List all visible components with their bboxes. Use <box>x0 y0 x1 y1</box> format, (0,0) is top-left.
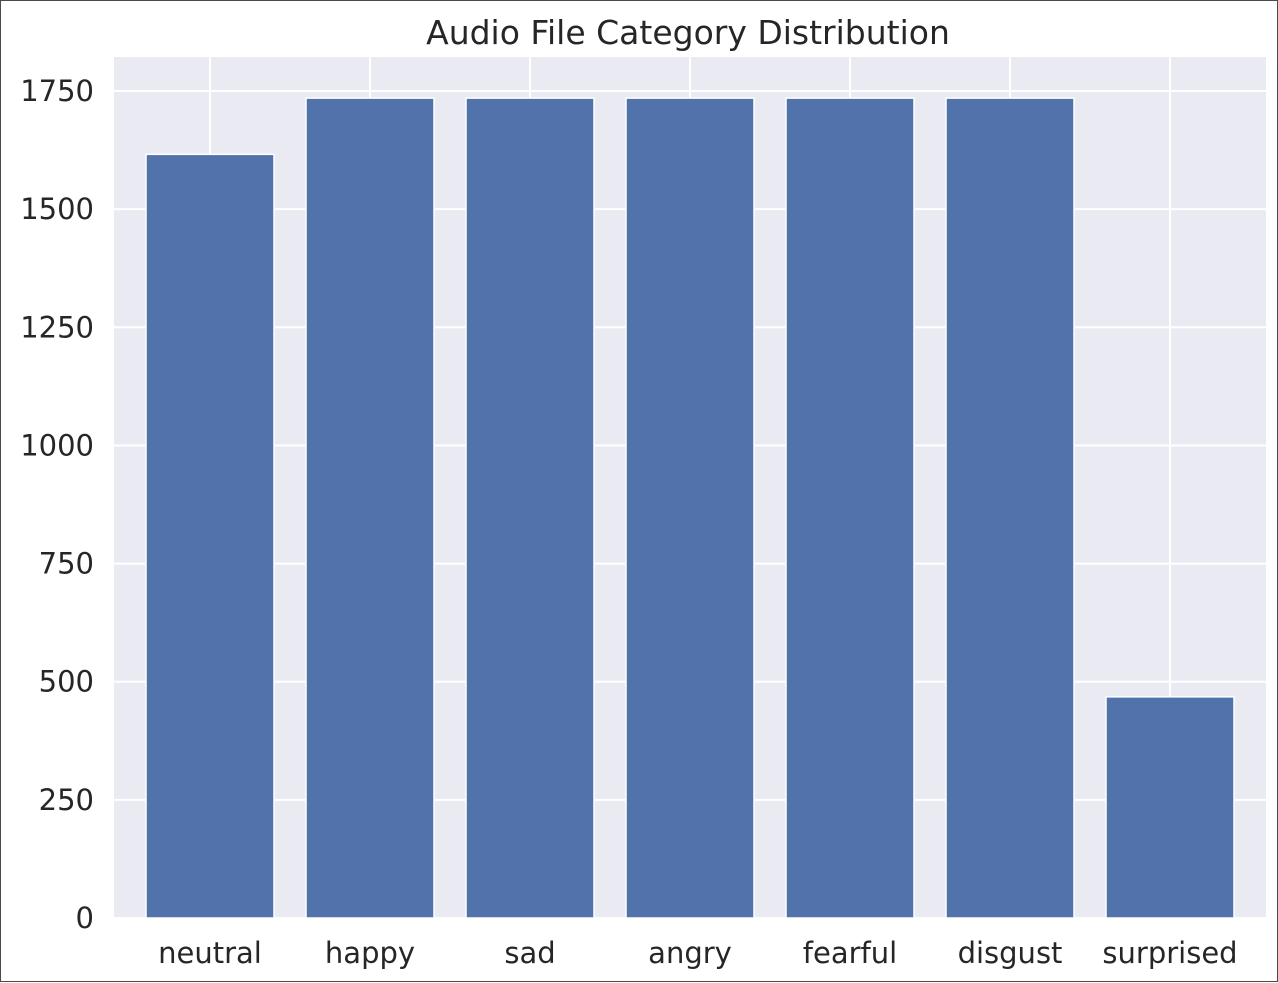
x-tick-label: happy <box>325 936 415 970</box>
x-tick-label: neutral <box>158 936 262 970</box>
bar-sad <box>465 97 595 919</box>
y-tick-label: 1500 <box>20 192 94 226</box>
y-tick-label: 1000 <box>20 428 94 462</box>
y-tick-label: 250 <box>39 783 94 817</box>
bars <box>145 97 1235 919</box>
x-tick-label: disgust <box>958 936 1063 970</box>
x-tick-label: surprised <box>1102 936 1237 970</box>
bar-surprised <box>1105 696 1235 919</box>
bar-happy <box>305 97 435 919</box>
y-tick-label: 1750 <box>20 74 94 108</box>
y-tick-label: 750 <box>39 547 94 581</box>
y-tick-labels: 0 250 500 750 1000 1250 1500 1750 <box>20 74 94 935</box>
x-tick-label: angry <box>648 936 732 970</box>
bar-neutral <box>145 153 275 919</box>
x-tick-label: sad <box>504 936 555 970</box>
x-tick-labels: neutral happy sad angry fearful disgust surpri… <box>158 936 1237 970</box>
y-tick-label: 1250 <box>20 310 94 344</box>
bar-fearful <box>785 97 915 919</box>
x-tick-label: fearful <box>803 936 897 970</box>
y-tick-label: 0 <box>76 901 94 935</box>
y-tick-label: 500 <box>39 665 94 699</box>
bar-disgust <box>945 97 1075 919</box>
chart-title: Audio File Category Distribution <box>426 13 950 52</box>
bar-angry <box>625 97 755 919</box>
